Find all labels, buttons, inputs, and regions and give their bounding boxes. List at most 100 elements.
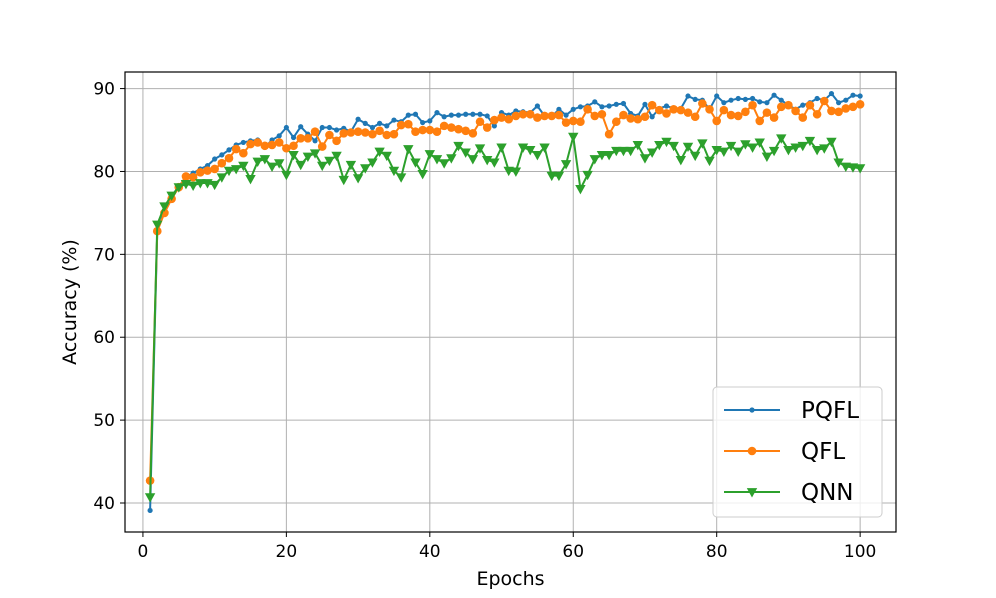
data-point-qfl — [425, 125, 435, 135]
data-point-qnn — [395, 173, 407, 183]
data-point-pqfl — [663, 103, 670, 109]
data-point-qfl — [791, 106, 800, 116]
series-layer — [144, 90, 866, 514]
x-tick-label: 60 — [562, 542, 584, 562]
data-point-qnn — [331, 151, 342, 162]
data-point-pqfl — [606, 103, 612, 109]
data-point-qfl — [733, 111, 743, 121]
data-point-qfl — [841, 104, 851, 113]
data-point-pqfl — [377, 120, 383, 126]
data-point-qfl — [396, 120, 406, 130]
data-point-qnn — [826, 137, 837, 148]
data-point-qnn — [704, 156, 715, 167]
data-point-pqfl — [857, 93, 863, 99]
data-point-qnn — [259, 155, 271, 165]
data-point-qnn — [811, 146, 823, 156]
data-point-qnn — [345, 160, 357, 171]
data-point-qnn — [517, 143, 529, 153]
data-point-pqfl — [577, 104, 584, 110]
series-qnn — [144, 132, 866, 503]
data-point-qnn — [245, 175, 256, 185]
data-point-pqfl — [836, 100, 842, 106]
legend-marker-qnn — [746, 488, 758, 498]
data-point-qnn — [754, 138, 765, 148]
data-point-qfl — [719, 105, 729, 115]
data-point-qnn — [582, 170, 593, 181]
y-tick-label: 60 — [93, 328, 115, 348]
data-point-qfl — [260, 141, 270, 151]
data-point-qfl — [246, 139, 255, 149]
data-point-qnn — [295, 160, 306, 171]
data-point-qfl — [583, 104, 592, 114]
data-point-qnn — [388, 166, 400, 177]
data-point-pqfl — [362, 120, 368, 126]
data-point-pqfl — [283, 124, 289, 131]
data-point-qnn — [152, 220, 163, 230]
data-point-qfl — [382, 130, 392, 140]
data-point-qnn — [740, 140, 751, 150]
data-point-pqfl — [298, 124, 304, 130]
series-qfl — [145, 96, 865, 485]
data-point-pqfl — [477, 111, 483, 117]
data-point-qnn — [367, 158, 378, 168]
data-point-pqfl — [147, 507, 153, 514]
data-point-pqfl — [484, 113, 490, 119]
data-point-qfl — [762, 108, 772, 117]
data-point-qfl — [239, 148, 248, 158]
data-point-qnn — [489, 158, 500, 168]
data-point-qnn — [216, 173, 228, 183]
data-point-qnn — [187, 181, 199, 192]
data-point-pqfl — [620, 100, 627, 107]
data-point-qfl — [633, 114, 643, 124]
data-point-qfl — [669, 104, 678, 114]
data-point-qfl — [274, 138, 284, 147]
data-point-qfl — [332, 136, 341, 146]
data-point-qnn — [646, 148, 658, 158]
data-point-qfl — [454, 124, 463, 134]
data-point-pqfl — [642, 101, 648, 107]
data-point-qfl — [748, 100, 757, 110]
data-point-qnn — [144, 493, 156, 503]
data-point-qnn — [317, 161, 328, 172]
data-point-pqfl — [728, 97, 734, 103]
data-point-qfl — [647, 100, 657, 110]
data-point-qnn — [611, 146, 622, 157]
data-point-qnn — [797, 141, 808, 152]
data-point-qnn — [840, 162, 851, 172]
legend-item-pqfl: PQFL — [724, 398, 859, 424]
data-point-pqfl — [319, 124, 325, 131]
data-point-qfl — [769, 113, 779, 122]
data-point-qfl — [597, 109, 607, 119]
data-point-qfl — [403, 119, 413, 129]
data-point-qfl — [561, 118, 571, 127]
y-tick-label: 50 — [93, 411, 115, 431]
data-point-qnn — [546, 171, 557, 182]
data-point-qfl — [497, 113, 506, 122]
y-tick-label: 70 — [93, 245, 115, 265]
data-point-qfl — [741, 107, 750, 117]
data-point-pqfl — [735, 95, 741, 102]
data-point-qnn — [654, 141, 665, 151]
data-point-qnn — [453, 141, 464, 152]
data-point-qnn — [553, 171, 565, 182]
data-point-qnn — [223, 166, 235, 177]
data-point-qfl — [611, 117, 621, 127]
x-tick-label: 0 — [138, 542, 149, 562]
data-point-qfl — [834, 107, 843, 117]
legend-marker-pqfl — [749, 407, 755, 413]
data-point-pqfl — [427, 118, 433, 124]
data-point-qfl — [217, 158, 227, 168]
data-point-qnn — [532, 150, 543, 161]
data-point-qnn — [252, 157, 263, 167]
data-point-qfl — [640, 112, 650, 122]
data-point-qfl — [518, 109, 528, 119]
data-point-qfl — [346, 128, 356, 137]
data-point-qfl — [511, 111, 521, 121]
data-point-qnn — [575, 184, 586, 195]
data-point-qnn — [431, 155, 443, 165]
data-point-pqfl — [850, 92, 856, 98]
data-point-qfl — [224, 153, 234, 163]
data-point-qnn — [819, 144, 830, 154]
data-point-qnn — [804, 136, 816, 147]
y-tick-label: 90 — [93, 80, 115, 100]
